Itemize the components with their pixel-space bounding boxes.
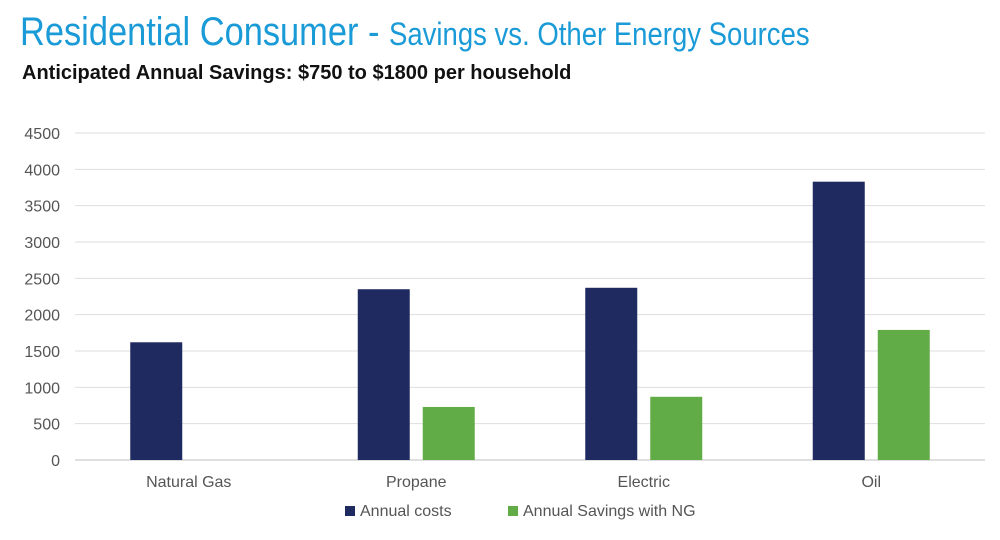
bar-annual-savings-propane [422, 406, 475, 460]
legend-label: Annual costs [360, 503, 452, 520]
chart-subtitle: Anticipated Annual Savings: $750 to $180… [22, 62, 572, 84]
y-tick-label: 4500 [24, 126, 60, 143]
x-tick-label: Propane [386, 474, 447, 491]
x-axis: Natural Gas Propane Electric Oil [146, 474, 881, 491]
legend-swatch [345, 506, 355, 516]
y-tick-label: 4000 [24, 162, 60, 179]
bars [130, 181, 930, 461]
legend-label: Annual Savings with NG [523, 503, 696, 520]
y-tick-label: 2500 [24, 271, 60, 288]
x-tick-label: Oil [861, 474, 881, 491]
bar-annual-savings-oil [877, 329, 930, 460]
y-axis: 0 500 1000 1500 2000 2500 3000 3500 4000 4500 [24, 126, 60, 470]
y-tick-label: 3000 [24, 235, 60, 252]
y-tick-label: 0 [51, 453, 60, 470]
y-tick-label: 3500 [24, 199, 60, 216]
bar-annual-costs-propane [357, 289, 410, 460]
y-tick-label: 1500 [24, 344, 60, 361]
bar-annual-costs-oil [812, 181, 865, 461]
x-tick-label: Electric [618, 474, 670, 491]
legend: Annual costs Annual Savings with NG [345, 503, 696, 520]
title-sub: Savings vs. Other Energy Sources [388, 16, 810, 52]
bar-annual-costs-electric [585, 287, 638, 460]
title-main: Residential Consumer - [20, 10, 389, 54]
x-tick-label: Natural Gas [146, 474, 231, 491]
legend-swatch [508, 506, 518, 516]
y-tick-label: 500 [33, 417, 60, 434]
y-tick-label: 1000 [24, 380, 60, 397]
bar-annual-savings-electric [650, 396, 703, 460]
y-tick-label: 2000 [24, 308, 60, 325]
bar-annual-costs-natural-gas [130, 342, 183, 460]
chart-title: Residential Consumer - Savings vs. Other… [20, 10, 810, 55]
